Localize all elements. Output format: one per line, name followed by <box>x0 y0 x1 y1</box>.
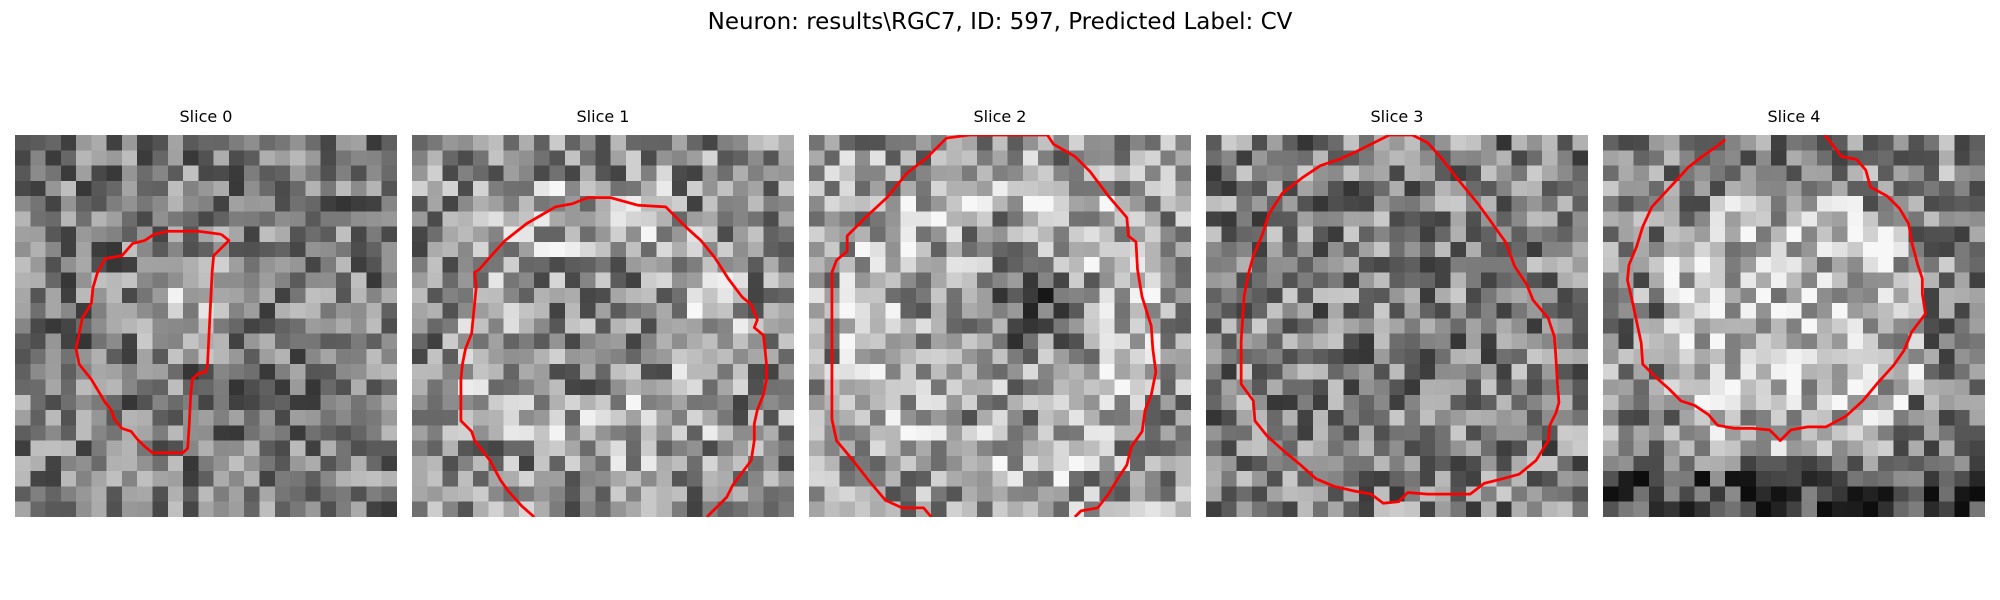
slice-image-4 <box>1603 135 1985 517</box>
pixel-grid-0 <box>15 135 397 517</box>
slice-panel-2: Slice 2 <box>809 105 1191 517</box>
slice-title-3: Slice 3 <box>1370 107 1424 126</box>
slice-panel-4: Slice 4 <box>1603 105 1985 517</box>
pixel-grid-1 <box>412 135 794 517</box>
slice-title-1: Slice 1 <box>576 107 630 126</box>
slice-panel-3: Slice 3 <box>1206 105 1588 517</box>
slice-image-1 <box>412 135 794 517</box>
slice-title-2: Slice 2 <box>973 107 1027 126</box>
pixel-grid-3 <box>1206 135 1588 517</box>
slice-image-0 <box>15 135 397 517</box>
pixel-grid-4 <box>1603 135 1985 517</box>
slice-title-4: Slice 4 <box>1767 107 1821 126</box>
cell-contour-2 <box>830 135 1158 517</box>
slice-panel-1: Slice 1 <box>412 105 794 517</box>
cell-contour-1 <box>459 196 768 517</box>
slice-title-0: Slice 0 <box>179 107 233 126</box>
figure-title: Neuron: results\RGC7, ID: 597, Predicted… <box>707 9 1293 35</box>
slice-image-3 <box>1206 135 1588 517</box>
slice-panel-0: Slice 0 <box>15 105 397 517</box>
cell-contour-0 <box>74 229 231 455</box>
cell-contour-3 <box>1239 135 1561 505</box>
slice-image-2 <box>809 135 1191 517</box>
pixel-grid-2 <box>809 135 1191 517</box>
cell-contour-4 <box>1626 135 1927 442</box>
